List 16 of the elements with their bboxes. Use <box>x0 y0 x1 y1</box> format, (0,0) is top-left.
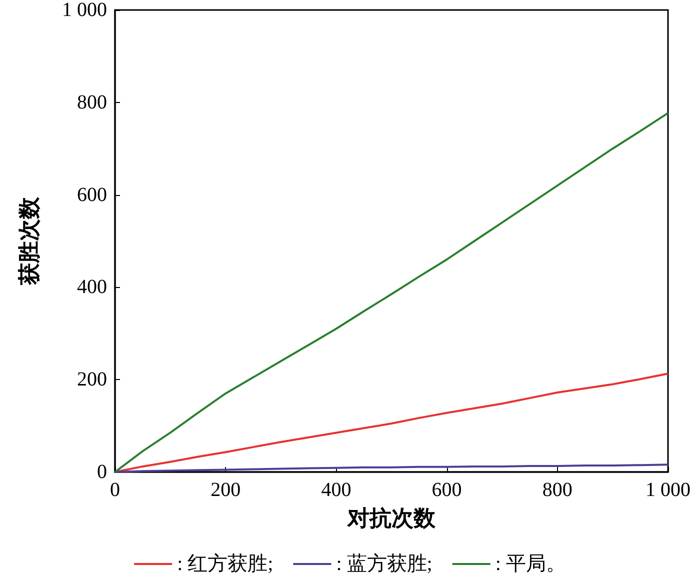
x-tick-label: 600 <box>432 479 462 501</box>
x-tick-label: 800 <box>542 479 572 501</box>
y-tick-label: 200 <box>77 368 107 391</box>
x-tick-label: 1 000 <box>646 479 690 501</box>
legend-label: : 蓝方获胜; <box>336 552 432 575</box>
y-tick-label: 800 <box>77 91 107 114</box>
y-tick-label: 0 <box>97 461 107 483</box>
y-axis-title: 获胜次数 <box>16 196 42 286</box>
legend-label: : 平局。 <box>495 553 566 575</box>
y-tick-label: 1 000 <box>62 0 107 21</box>
x-axis-title: 对抗次数 <box>346 506 436 530</box>
x-tick-label: 200 <box>210 479 241 501</box>
legend-label: : 红方获胜; <box>177 552 274 575</box>
y-tick-label: 400 <box>77 276 107 298</box>
y-tick-label: 600 <box>77 184 107 206</box>
x-tick-label: 400 <box>321 479 352 501</box>
